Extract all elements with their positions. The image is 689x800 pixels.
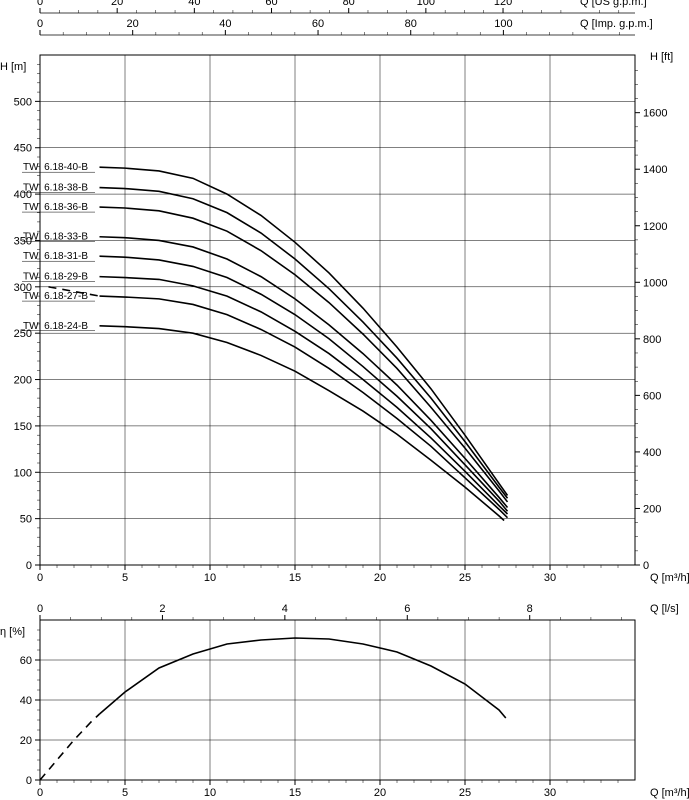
svg-text:120: 120 <box>494 0 512 8</box>
svg-text:60: 60 <box>20 655 32 667</box>
svg-text:1400: 1400 <box>643 164 667 176</box>
svg-text:800: 800 <box>643 334 661 346</box>
svg-text:20: 20 <box>374 787 386 799</box>
svg-text:0: 0 <box>37 787 43 799</box>
svg-text:H [m]: H [m] <box>0 61 26 73</box>
svg-text:15: 15 <box>289 572 301 584</box>
svg-text:10: 10 <box>204 787 216 799</box>
svg-text:0: 0 <box>37 0 43 8</box>
svg-text:0: 0 <box>643 560 649 572</box>
svg-text:80: 80 <box>343 0 355 8</box>
svg-text:450: 450 <box>14 143 32 155</box>
svg-text:20: 20 <box>127 18 139 30</box>
svg-text:50: 50 <box>20 514 32 526</box>
svg-text:TWI 6.18-27-B: TWI 6.18-27-B <box>23 291 88 302</box>
svg-text:20: 20 <box>111 0 123 8</box>
svg-text:60: 60 <box>312 18 324 30</box>
svg-text:200: 200 <box>643 503 661 515</box>
svg-text:η [%]: η [%] <box>0 626 25 638</box>
svg-text:2: 2 <box>159 603 165 615</box>
svg-text:TWI 6.18-33-B: TWI 6.18-33-B <box>23 232 88 243</box>
svg-text:20: 20 <box>20 735 32 747</box>
svg-text:80: 80 <box>405 18 417 30</box>
svg-text:TWI 6.18-24-B: TWI 6.18-24-B <box>23 321 88 332</box>
svg-text:100: 100 <box>417 0 435 8</box>
svg-text:Q [l/s]: Q [l/s] <box>650 603 679 615</box>
svg-text:15: 15 <box>289 787 301 799</box>
svg-text:25: 25 <box>459 572 471 584</box>
svg-text:40: 40 <box>219 18 231 30</box>
svg-text:100: 100 <box>14 467 32 479</box>
svg-text:TWI 6.18-38-B: TWI 6.18-38-B <box>23 183 88 194</box>
svg-text:H [ft]: H [ft] <box>650 51 673 63</box>
svg-text:30: 30 <box>544 787 556 799</box>
svg-text:TWI 6.18-36-B: TWI 6.18-36-B <box>23 202 88 213</box>
svg-text:0: 0 <box>37 603 43 615</box>
svg-text:TWI 6.18-29-B: TWI 6.18-29-B <box>23 272 88 283</box>
svg-text:600: 600 <box>643 390 661 402</box>
svg-text:100: 100 <box>494 18 512 30</box>
svg-text:6: 6 <box>404 603 410 615</box>
svg-text:0: 0 <box>26 560 32 572</box>
svg-text:1200: 1200 <box>643 221 667 233</box>
svg-text:20: 20 <box>374 572 386 584</box>
svg-text:TWI 6.18-40-B: TWI 6.18-40-B <box>23 162 88 173</box>
svg-text:0: 0 <box>37 18 43 30</box>
svg-text:30: 30 <box>544 572 556 584</box>
svg-text:4: 4 <box>282 603 288 615</box>
svg-text:40: 40 <box>20 695 32 707</box>
pump-curves-chart: 051015202530Q [m³/h]05010015020025030035… <box>0 0 689 800</box>
svg-text:25: 25 <box>459 787 471 799</box>
svg-text:1000: 1000 <box>643 277 667 289</box>
svg-text:60: 60 <box>265 0 277 8</box>
svg-text:0: 0 <box>37 572 43 584</box>
svg-text:1600: 1600 <box>643 108 667 120</box>
svg-text:5: 5 <box>122 787 128 799</box>
svg-text:10: 10 <box>204 572 216 584</box>
svg-text:Q [US g.p.m.]: Q [US g.p.m.] <box>580 0 647 8</box>
svg-text:500: 500 <box>14 96 32 108</box>
svg-text:Q [m³/h]: Q [m³/h] <box>650 572 689 584</box>
svg-text:Q [m³/h]: Q [m³/h] <box>650 787 689 799</box>
svg-text:200: 200 <box>14 375 32 387</box>
svg-text:0: 0 <box>26 775 32 787</box>
svg-text:400: 400 <box>643 447 661 459</box>
svg-text:150: 150 <box>14 421 32 433</box>
svg-text:8: 8 <box>527 603 533 615</box>
svg-text:5: 5 <box>122 572 128 584</box>
svg-text:40: 40 <box>188 0 200 8</box>
svg-text:TWI 6.18-31-B: TWI 6.18-31-B <box>23 251 88 262</box>
svg-text:Q [Imp. g.p.m.]: Q [Imp. g.p.m.] <box>580 18 653 30</box>
